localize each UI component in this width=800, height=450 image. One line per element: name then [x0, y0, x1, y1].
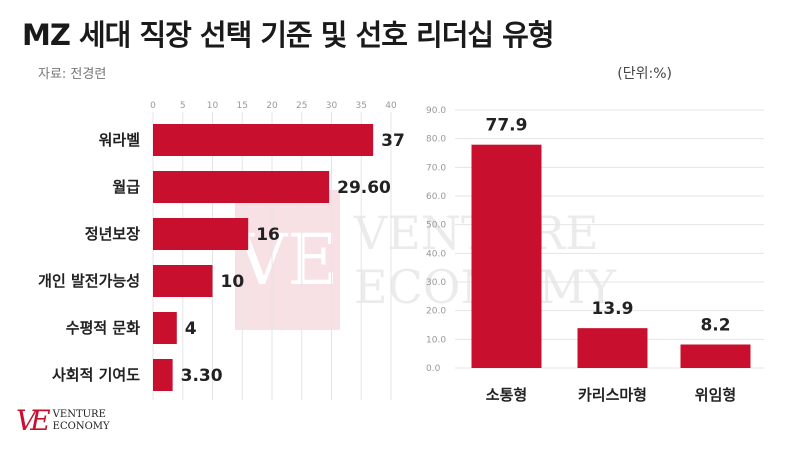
x-tick-label: 20 — [266, 101, 278, 111]
y-tick-label: 0.0 — [426, 364, 441, 374]
bar — [153, 218, 249, 250]
category-label: 개인 발전가능성 — [38, 272, 140, 290]
data-label: 37 — [381, 131, 405, 151]
chart-title: MZ 세대 직장 선택 기준 및 선호 리더십 유형 — [22, 18, 555, 52]
data-label: 29.60 — [337, 178, 391, 198]
x-tick-label: 25 — [296, 101, 307, 111]
x-tick-label: 10 — [207, 101, 219, 111]
source-note: 자료: 전경련 — [38, 67, 107, 82]
category-label: 카리스마형 — [578, 386, 647, 404]
y-tick-label: 20.0 — [426, 307, 446, 317]
category-label: 수평적 문화 — [66, 319, 140, 337]
bar — [153, 265, 213, 297]
category-label: 사회적 기여도 — [52, 366, 140, 384]
brand-mark-icon: VE — [16, 404, 51, 437]
bar — [153, 359, 173, 391]
y-tick-label: 90.0 — [426, 106, 446, 116]
category-label: 워라벨 — [99, 131, 140, 149]
bar — [153, 124, 374, 156]
data-label: 10 — [221, 272, 245, 292]
y-tick-label: 10.0 — [426, 335, 446, 345]
watermark-logo-icon: VE — [235, 190, 340, 330]
x-tick-label: 0 — [150, 101, 156, 111]
y-tick-label: 50.0 — [426, 221, 446, 231]
brand-name: VENTURE ECONOMY — [52, 408, 110, 432]
bar — [680, 344, 751, 368]
bar — [577, 328, 648, 368]
x-tick-label: 30 — [326, 101, 338, 111]
y-tick-label: 30.0 — [426, 278, 446, 288]
bar — [471, 144, 542, 368]
category-label: 정년보장 — [85, 225, 140, 243]
data-label: 3.30 — [181, 366, 223, 386]
x-tick-label: 15 — [237, 101, 248, 111]
data-label: 13.9 — [592, 299, 634, 319]
data-label: 77.9 — [486, 116, 528, 136]
x-tick-label: 35 — [356, 101, 367, 111]
data-label: 4 — [185, 319, 197, 339]
x-tick-label: 5 — [180, 101, 186, 111]
brand-logo: VE VENTURE ECONOMY — [16, 404, 110, 437]
y-tick-label: 80.0 — [426, 135, 446, 145]
category-label: 월급 — [112, 178, 140, 196]
y-tick-label: 60.0 — [426, 192, 446, 202]
data-label: 8.2 — [700, 315, 730, 335]
bar — [153, 312, 177, 344]
data-label: 16 — [256, 225, 280, 245]
x-tick-label: 40 — [385, 101, 397, 111]
y-tick-label: 70.0 — [426, 163, 446, 173]
unit-label: (단위:%) — [617, 66, 672, 82]
bar — [153, 171, 330, 203]
category-label: 위임형 — [695, 386, 736, 404]
y-tick-label: 40.0 — [426, 249, 446, 259]
category-label: 소통형 — [486, 386, 527, 404]
